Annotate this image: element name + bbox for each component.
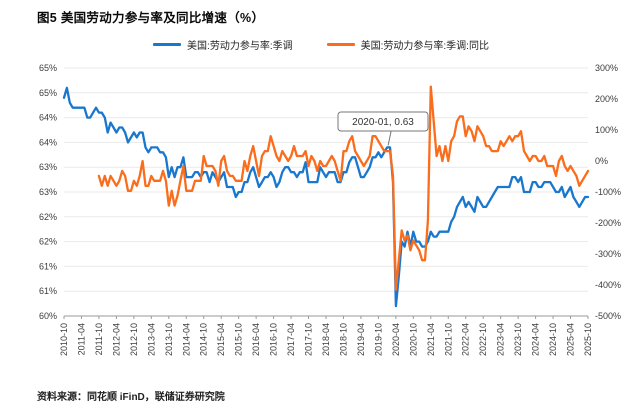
- svg-text:2017-04: 2017-04: [286, 323, 296, 356]
- svg-text:62%: 62%: [39, 212, 57, 222]
- source-note: 资料来源：同花顺 iFinD，联储证券研究院: [37, 392, 225, 403]
- svg-text:2014-10: 2014-10: [199, 323, 209, 356]
- svg-text:2022-10: 2022-10: [478, 323, 488, 356]
- svg-text:2016-04: 2016-04: [251, 323, 261, 356]
- svg-text:2024-04: 2024-04: [531, 323, 541, 356]
- svg-text:2011-10: 2011-10: [94, 323, 104, 355]
- svg-text:0%: 0%: [595, 156, 608, 166]
- svg-text:2013-10: 2013-10: [164, 323, 174, 356]
- svg-text:61%: 61%: [39, 261, 57, 271]
- svg-text:2025-10: 2025-10: [583, 323, 593, 356]
- svg-text:2011-04: 2011-04: [76, 323, 86, 355]
- svg-text:2020-04: 2020-04: [391, 323, 401, 356]
- svg-text:65%: 65%: [39, 63, 57, 73]
- legend-swatch-orange-line: [326, 42, 355, 47]
- legend-swatch-blue-line: [153, 42, 182, 47]
- svg-text:200%: 200%: [595, 94, 618, 104]
- svg-text:2015-10: 2015-10: [234, 323, 244, 356]
- svg-text:2014-04: 2014-04: [181, 323, 191, 356]
- chart-title: 图5 美国劳动力参与率及同比增速（%）: [37, 11, 265, 25]
- svg-text:-500%: -500%: [595, 311, 621, 321]
- svg-text:2015-04: 2015-04: [216, 323, 226, 356]
- svg-text:2017-10: 2017-10: [304, 323, 314, 356]
- svg-text:2018-04: 2018-04: [321, 323, 331, 356]
- svg-text:2010-10: 2010-10: [59, 323, 69, 356]
- line-chart-canvas: 65% 65% 64% 64% 63% 63% 62% 62% 61% 61% 60% 300% 200…: [39, 63, 621, 356]
- svg-text:2021-10: 2021-10: [443, 323, 453, 356]
- svg-text:63%: 63%: [39, 187, 57, 197]
- svg-text:2018-10: 2018-10: [338, 323, 348, 356]
- legend-item-participation-rate: 美国:劳动力参与率:季调: [153, 37, 293, 52]
- svg-text:2012-10: 2012-10: [129, 323, 139, 356]
- svg-text:63%: 63%: [39, 162, 57, 172]
- svg-text:2019-04: 2019-04: [356, 323, 366, 356]
- svg-text:2019-10: 2019-10: [373, 323, 383, 356]
- svg-text:300%: 300%: [595, 63, 618, 73]
- svg-text:61%: 61%: [39, 286, 57, 296]
- svg-text:60%: 60%: [39, 311, 57, 321]
- legend-label-yoy-growth: 美国:劳动力参与率:季调:同比: [360, 41, 489, 52]
- svg-text:2013-04: 2013-04: [146, 323, 156, 356]
- svg-text:-300%: -300%: [595, 249, 621, 259]
- svg-text:2012-04: 2012-04: [111, 323, 121, 356]
- svg-text:2023-10: 2023-10: [513, 323, 523, 356]
- svg-text:2025-04: 2025-04: [566, 323, 576, 356]
- svg-text:2024-10: 2024-10: [548, 323, 558, 356]
- svg-text:-100%: -100%: [595, 187, 621, 197]
- legend-label-participation-rate: 美国:劳动力参与率:季调: [187, 41, 293, 52]
- svg-text:2022-04: 2022-04: [461, 323, 471, 356]
- svg-text:2020-10: 2020-10: [408, 323, 418, 356]
- svg-text:-200%: -200%: [595, 218, 621, 228]
- svg-text:62%: 62%: [39, 237, 57, 247]
- svg-text:2023-04: 2023-04: [496, 323, 506, 356]
- svg-text:64%: 64%: [39, 113, 57, 123]
- chart-legend: 美国:劳动力参与率:季调 美国:劳动力参与率:季调:同比: [0, 37, 642, 52]
- svg-text:65%: 65%: [39, 88, 57, 98]
- data-label-callout-text: 2020-01, 0.63: [352, 117, 414, 128]
- data-label-callout-box: [337, 111, 429, 132]
- svg-text:64%: 64%: [39, 137, 57, 147]
- svg-text:100%: 100%: [595, 125, 618, 135]
- legend-item-yoy-growth: 美国:劳动力参与率:季调:同比: [326, 37, 489, 52]
- svg-text:-400%: -400%: [595, 280, 621, 290]
- svg-text:2021-04: 2021-04: [426, 323, 436, 356]
- svg-text:2016-10: 2016-10: [269, 323, 279, 356]
